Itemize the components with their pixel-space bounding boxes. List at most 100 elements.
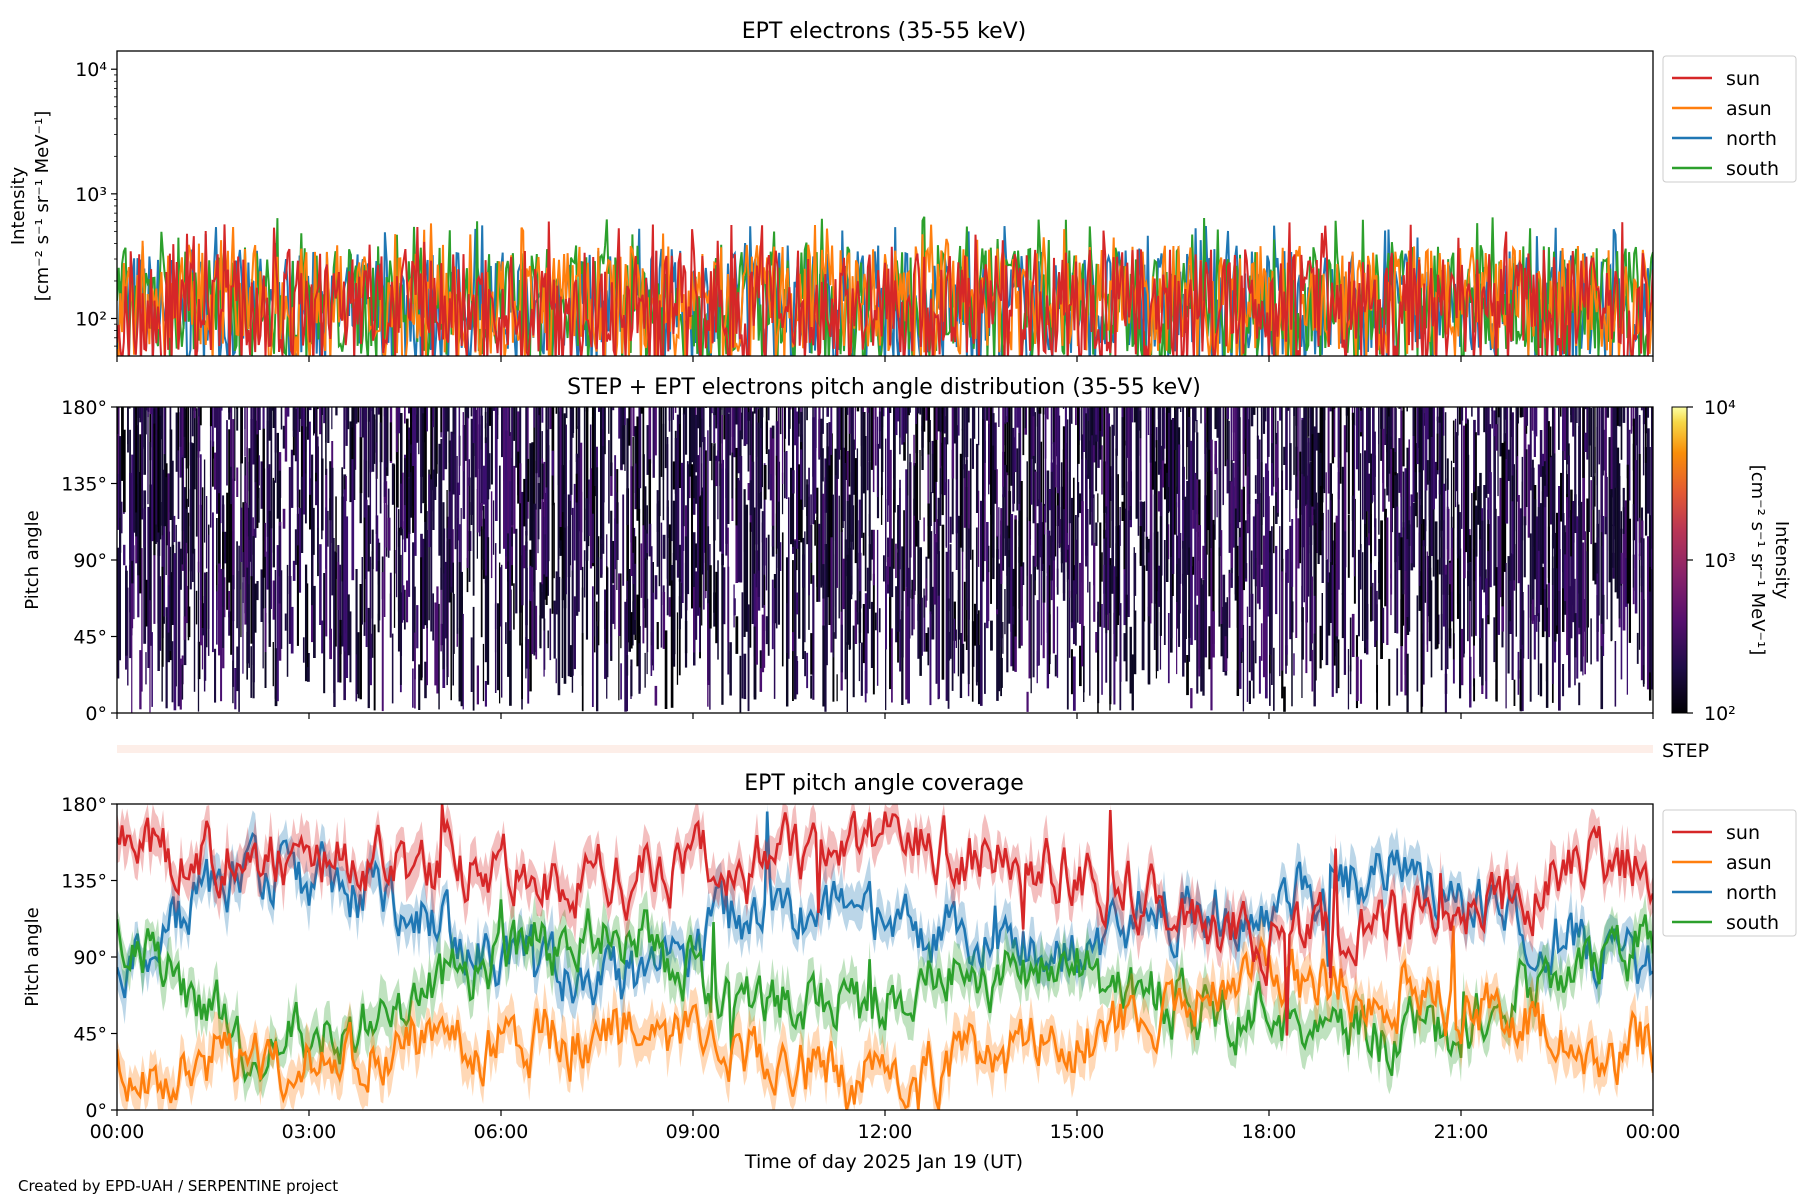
heatmap-cell xyxy=(650,645,653,676)
heatmap-cell xyxy=(1517,495,1520,584)
heatmap-cell xyxy=(1469,562,1471,602)
heatmap-cell xyxy=(897,407,900,422)
heatmap-cell xyxy=(292,560,296,581)
heatmap-cell xyxy=(830,407,833,455)
heatmap-cell xyxy=(272,480,275,568)
heatmap-cell xyxy=(543,574,545,631)
heatmap-cell xyxy=(988,423,990,495)
heatmap-cell xyxy=(488,453,491,490)
heatmap-cell xyxy=(1327,407,1330,494)
heatmap-cell xyxy=(895,407,898,436)
heatmap-cell xyxy=(492,500,495,555)
heatmap-cell xyxy=(436,407,438,474)
heatmap-cell xyxy=(329,628,333,660)
heatmap-cell xyxy=(1610,489,1613,641)
heatmap-cell xyxy=(537,483,540,540)
panel2-ylabel: Pitch angle xyxy=(22,510,43,609)
heatmap-cell xyxy=(1117,474,1119,625)
heatmap-cell xyxy=(988,569,990,622)
heatmap-cell xyxy=(1517,651,1520,679)
heatmap-cell xyxy=(1159,445,1163,576)
heatmap-cell xyxy=(832,494,834,658)
heatmap-cell xyxy=(984,440,986,562)
heatmap-cell xyxy=(812,417,816,525)
heatmap-cell xyxy=(1244,407,1248,439)
heatmap-cell xyxy=(280,407,283,430)
heatmap-cell xyxy=(1529,533,1532,702)
heatmap-cell xyxy=(1054,407,1057,488)
heatmap-cell xyxy=(448,407,450,463)
heatmap-cell xyxy=(880,407,884,472)
heatmap-cell xyxy=(757,422,760,574)
heatmap-cell xyxy=(1216,407,1219,438)
heatmap-cell xyxy=(385,481,388,548)
heatmap-cell xyxy=(994,422,997,470)
heatmap-cell xyxy=(1426,551,1428,645)
heatmap-cell xyxy=(998,563,1001,692)
heatmap-cell xyxy=(561,578,564,678)
heatmap-cell xyxy=(1074,539,1078,595)
heatmap-cell xyxy=(1068,590,1071,658)
heatmap-cell xyxy=(1036,407,1039,507)
heatmap-cell xyxy=(1040,522,1044,571)
heatmap-cell xyxy=(1608,437,1612,583)
heatmap-cell xyxy=(695,543,698,568)
heatmap-cell xyxy=(179,407,182,447)
heatmap-cell xyxy=(185,417,187,509)
heatmap-cell xyxy=(1412,502,1416,568)
heatmap-cell xyxy=(418,664,421,710)
heatmap-cell xyxy=(583,407,586,542)
heatmap-cell xyxy=(909,453,911,599)
heatmap-cell xyxy=(1062,407,1065,409)
heatmap-cell xyxy=(1293,653,1295,676)
heatmap-cell xyxy=(984,622,986,694)
heatmap-cell xyxy=(721,459,724,566)
heatmap-cell xyxy=(1329,500,1332,563)
heatmap-cell xyxy=(535,605,538,660)
heatmap-cell xyxy=(127,407,129,453)
heatmap-cell xyxy=(1422,519,1426,547)
heatmap-cell xyxy=(1501,442,1504,607)
heatmap-cell xyxy=(1157,565,1161,607)
heatmap-cell xyxy=(929,611,932,706)
heatmap-cell xyxy=(298,489,301,515)
heatmap-cell xyxy=(513,465,516,534)
heatmap-cell xyxy=(656,622,659,650)
heatmap-cell xyxy=(276,432,279,519)
heatmap-cell xyxy=(513,583,515,630)
heatmap-cell xyxy=(878,411,881,449)
heatmap-cell xyxy=(175,524,177,687)
heatmap-cell xyxy=(412,668,414,708)
heatmap-cell xyxy=(480,415,483,511)
heatmap-cell xyxy=(660,407,663,477)
heatmap-cell xyxy=(1287,407,1290,411)
heatmap-cell xyxy=(1178,407,1181,409)
heatmap-cell xyxy=(595,626,599,712)
heatmap-cell xyxy=(998,407,1000,427)
heatmap-cell xyxy=(363,407,367,518)
heatmap-cell xyxy=(773,588,776,699)
heatmap-cell xyxy=(945,482,947,548)
heatmap-cell xyxy=(925,407,929,421)
heatmap-cell xyxy=(1620,511,1623,586)
heatmap-cell xyxy=(527,458,530,502)
heatmap-cell xyxy=(1149,534,1152,624)
heatmap-cell xyxy=(747,483,750,501)
heatmap-cell xyxy=(1558,407,1560,450)
heatmap-cell xyxy=(1638,454,1641,543)
heatmap-cell xyxy=(329,498,332,640)
heatmap-cell xyxy=(1400,462,1403,566)
heatmap-cell xyxy=(785,603,788,653)
heatmap-cell xyxy=(1317,432,1320,564)
heatmap-cell xyxy=(379,422,382,514)
heatmap-cell xyxy=(1572,407,1575,437)
heatmap-cell xyxy=(412,407,415,487)
heatmap-cell xyxy=(1596,595,1598,660)
heatmap-cell xyxy=(549,407,552,430)
heatmap-cell xyxy=(982,419,985,582)
heatmap-cell xyxy=(513,407,516,441)
heatmap-cell xyxy=(1527,584,1530,659)
heatmap-cell xyxy=(727,407,730,413)
heatmap-cell xyxy=(977,645,981,705)
